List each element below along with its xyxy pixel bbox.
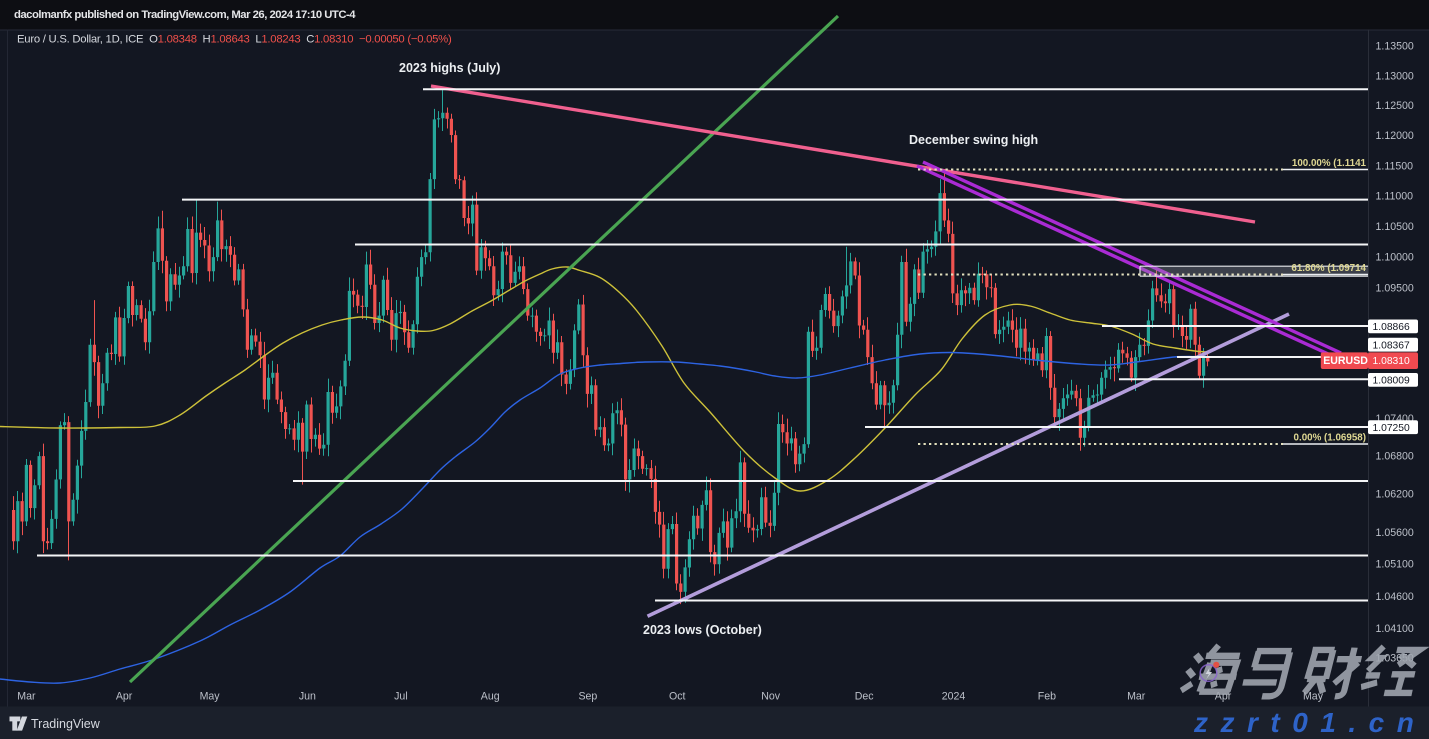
svg-text:TradingView: TradingView bbox=[31, 717, 101, 731]
svg-text:Euro / U.S. Dollar, 1D, ICE O: Euro / U.S. Dollar, 1D, ICE O1.08348 H1.… bbox=[17, 34, 452, 46]
svg-text:May: May bbox=[1303, 691, 1324, 703]
svg-text:1.11500: 1.11500 bbox=[1376, 160, 1414, 172]
svg-text:2024: 2024 bbox=[942, 691, 966, 703]
svg-text:1.08310: 1.08310 bbox=[1373, 356, 1410, 367]
svg-text:Oct: Oct bbox=[669, 691, 686, 703]
svg-text:1.11000: 1.11000 bbox=[1376, 191, 1414, 203]
svg-text:EURUSD: EURUSD bbox=[1323, 355, 1368, 367]
svg-text:Nov: Nov bbox=[761, 691, 781, 703]
svg-text:1.08367: 1.08367 bbox=[1373, 341, 1410, 352]
svg-text:2023 highs (July): 2023 highs (July) bbox=[399, 61, 500, 75]
svg-text:1.12500: 1.12500 bbox=[1376, 100, 1414, 112]
svg-text:Mar: Mar bbox=[17, 691, 36, 703]
svg-text:May: May bbox=[200, 691, 221, 703]
svg-text:Jul: Jul bbox=[394, 691, 408, 703]
svg-text:Jun: Jun bbox=[299, 691, 316, 703]
svg-text:Mar: Mar bbox=[1127, 691, 1146, 703]
svg-text:Apr: Apr bbox=[116, 691, 133, 703]
svg-text:Dec: Dec bbox=[855, 691, 875, 703]
svg-text:1.05100: 1.05100 bbox=[1376, 559, 1414, 571]
svg-text:0.00% (1.06958): 0.00% (1.06958) bbox=[1294, 433, 1366, 444]
svg-text:1.06800: 1.06800 bbox=[1376, 451, 1414, 463]
svg-text:Sep: Sep bbox=[578, 691, 597, 703]
svg-text:1.07250: 1.07250 bbox=[1373, 423, 1410, 434]
svg-text:61.80% (1.09714: 61.80% (1.09714 bbox=[1291, 263, 1366, 274]
svg-text:1.10500: 1.10500 bbox=[1376, 221, 1414, 233]
svg-text:zzrt01.cn: zzrt01.cn bbox=[1193, 707, 1426, 738]
svg-text:1.13000: 1.13000 bbox=[1376, 70, 1414, 82]
svg-text:2023 lows (October): 2023 lows (October) bbox=[643, 623, 762, 637]
svg-text:Aug: Aug bbox=[481, 691, 500, 703]
svg-text:1.04600: 1.04600 bbox=[1376, 591, 1414, 603]
svg-text:1.04100: 1.04100 bbox=[1376, 623, 1414, 635]
svg-text:1.08866: 1.08866 bbox=[1373, 322, 1410, 333]
svg-text:1.10000: 1.10000 bbox=[1376, 252, 1414, 264]
svg-text:1.08009: 1.08009 bbox=[1373, 376, 1410, 387]
svg-text:dacolmanfx published on Tradin: dacolmanfx published on TradingView.com,… bbox=[14, 9, 356, 21]
svg-text:1.06200: 1.06200 bbox=[1376, 489, 1414, 501]
svg-text:1.12000: 1.12000 bbox=[1376, 130, 1414, 142]
svg-text:1.05600: 1.05600 bbox=[1376, 527, 1414, 539]
svg-text:Feb: Feb bbox=[1038, 691, 1056, 703]
svg-text:December swing high: December swing high bbox=[909, 133, 1038, 147]
svg-text:1.09500: 1.09500 bbox=[1376, 282, 1414, 294]
svg-text:1.13500: 1.13500 bbox=[1376, 41, 1414, 53]
svg-text:100.00% (1.1141: 100.00% (1.1141 bbox=[1292, 158, 1367, 169]
